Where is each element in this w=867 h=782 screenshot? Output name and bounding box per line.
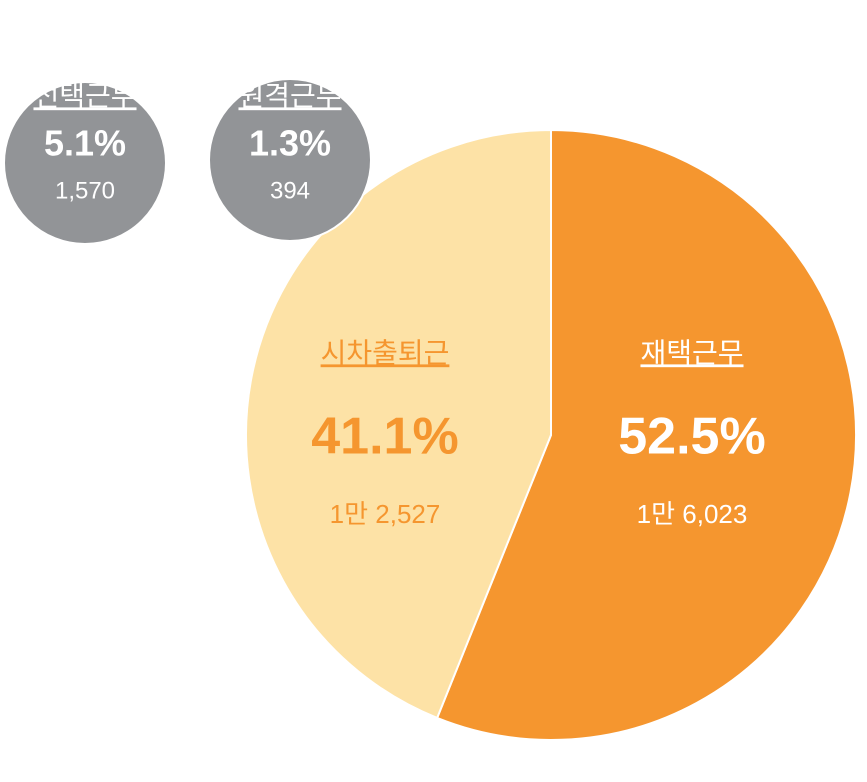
bubble-name: 선택근무 xyxy=(33,80,136,111)
pie-slice xyxy=(435,128,858,741)
bubble-percent: 1.3% xyxy=(249,123,331,164)
bubble xyxy=(208,78,372,242)
slice-name: 시차출퇴근 xyxy=(321,337,450,368)
slice-name: 재택근무 xyxy=(640,337,743,368)
slice-percent: 41.1% xyxy=(311,408,458,466)
slice-count: 1만 2,527 xyxy=(330,499,441,529)
slice-count: 1만 6,023 xyxy=(637,499,748,529)
bubble-count: 1,570 xyxy=(55,177,115,204)
bubble-name: 원격근무 xyxy=(238,80,341,111)
bubble-percent: 5.1% xyxy=(44,123,126,164)
bubble-count: 394 xyxy=(270,177,310,204)
slice-percent: 52.5% xyxy=(618,408,765,466)
bubble xyxy=(3,81,167,245)
pie-slice xyxy=(245,128,552,720)
